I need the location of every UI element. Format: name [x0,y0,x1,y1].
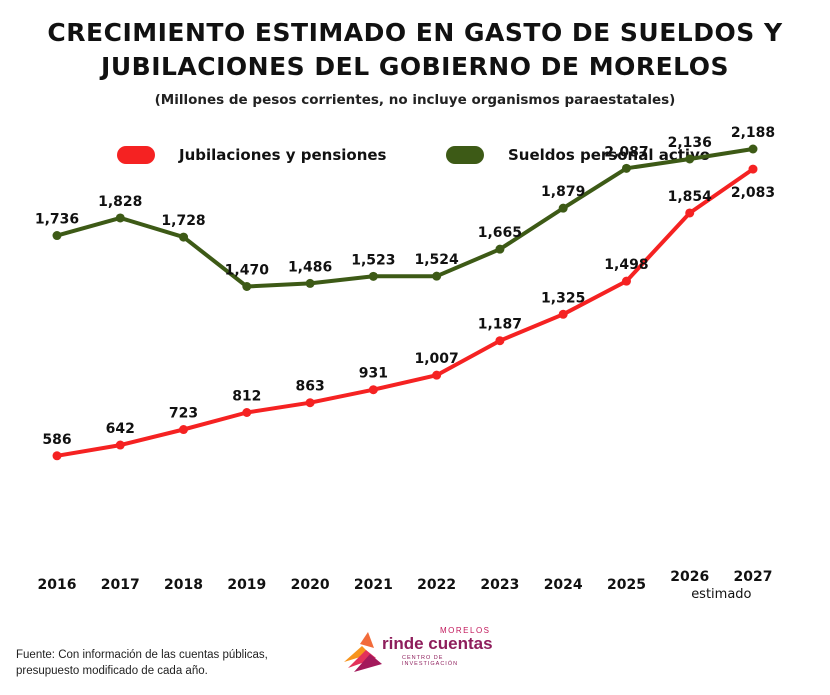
data-label-jubilaciones: 1,498 [604,257,648,273]
rinde-cuentas-logo: MORELOS rinde cuentas CENTRO DE INVESTIG… [340,624,500,674]
data-label-sueldos: 1,728 [161,213,205,229]
data-point-jubilaciones [52,451,62,461]
logo-top-text: MORELOS [440,626,491,635]
x-tick-label: 2021 [354,577,393,593]
data-label-sueldos: 2,188 [731,125,775,141]
data-point-jubilaciones [115,440,125,450]
data-point-sueldos [242,281,252,291]
data-point-sueldos [368,271,378,281]
logo-bottom-text: CENTRO DE INVESTIGACIÓN [402,655,459,667]
data-point-sueldos [621,163,631,173]
legend: Jubilaciones y pensiones Sueldos persona… [0,146,830,172]
data-point-sueldos [179,232,189,242]
legend-swatch-jubilaciones [117,146,155,164]
source-note: Fuente: Con información de las cuentas p… [16,647,268,679]
legend-label-sueldos: Sueldos personal activo [508,146,711,164]
x-tick-label: 2025 [607,577,646,593]
x-tick-label: 2026 [670,569,709,585]
data-label-jubilaciones: 863 [295,379,324,395]
data-point-sueldos [52,231,62,241]
source-note-line-2: presupuesto modificado de cada año. [16,665,208,677]
data-point-jubilaciones [432,370,442,380]
data-point-sueldos [558,203,568,213]
data-label-sueldos: 2,136 [668,135,712,151]
data-label-jubilaciones: 1,854 [668,189,713,205]
data-label-jubilaciones: 812 [232,389,261,405]
data-label-jubilaciones: 642 [106,421,135,437]
data-label-sueldos: 1,828 [98,194,142,210]
data-point-sueldos [115,213,125,223]
data-point-jubilaciones [748,164,758,174]
logo-main-text: rinde cuentas [382,634,493,653]
chart-subtitle: (Millones de pesos corrientes, no incluy… [154,92,676,108]
data-point-jubilaciones [558,309,568,319]
x-tick-label: 2019 [227,577,266,593]
data-label-jubilaciones: 1,007 [414,351,458,367]
x-tick-label: 2020 [291,577,330,593]
data-label-jubilaciones: 723 [169,406,198,422]
data-label-sueldos: 2,087 [604,144,648,160]
x-tick-label: 2016 [38,577,77,593]
data-label-sueldos: 1,665 [478,225,522,241]
data-point-sueldos [305,278,315,288]
x-axis-note: estimado [691,587,751,602]
data-point-jubilaciones [305,398,315,408]
data-point-jubilaciones [685,208,695,218]
data-label-jubilaciones: 586 [42,432,71,448]
data-point-jubilaciones [495,336,505,346]
x-tick-label: 2017 [101,577,140,593]
data-label-jubilaciones: 1,187 [478,317,522,333]
data-label-sueldos: 1,486 [288,259,332,275]
data-point-jubilaciones [242,408,252,418]
data-label-jubilaciones: 1,325 [541,290,585,306]
legend-swatch-sueldos [446,146,484,164]
data-point-jubilaciones [368,385,378,395]
data-label-sueldos: 1,736 [35,212,79,228]
x-tick-label: 2018 [164,577,203,593]
series-line-jubilaciones [55,167,755,458]
data-point-sueldos [748,144,758,154]
data-label-jubilaciones: 931 [359,366,388,382]
data-point-jubilaciones [621,276,631,286]
data-label-jubilaciones: 2,083 [731,185,775,201]
x-tick-label: 2027 [734,569,773,585]
source-note-line-1: Fuente: Con información de las cuentas p… [16,649,268,661]
x-tick-label: 2023 [480,577,519,593]
data-point-jubilaciones [179,425,189,435]
chart-title-line-2: JUBILACIONES DEL GOBIERNO DE MORELOS [101,52,729,81]
legend-label-jubilaciones: Jubilaciones y pensiones [179,146,387,164]
data-point-sueldos [685,154,695,164]
data-point-sueldos [495,244,505,254]
x-tick-label: 2022 [417,577,456,593]
legend-item-jubilaciones: Jubilaciones y pensiones [117,146,387,164]
logo-leaf-icon [344,632,382,672]
x-tick-label: 2024 [544,577,583,593]
data-label-sueldos: 1,524 [414,252,459,268]
data-label-sueldos: 1,879 [541,184,585,200]
chart-title: CRECIMIENTO ESTIMADO EN GASTO DE SUELDOS… [0,16,830,84]
series-line-sueldos [55,147,755,289]
chart-title-line-1: CRECIMIENTO ESTIMADO EN GASTO DE SUELDOS… [47,18,783,47]
data-point-sueldos [432,271,442,281]
data-label-sueldos: 1,470 [225,262,270,278]
data-label-sueldos: 1,523 [351,252,395,268]
legend-item-sueldos: Sueldos personal activo [446,146,710,164]
